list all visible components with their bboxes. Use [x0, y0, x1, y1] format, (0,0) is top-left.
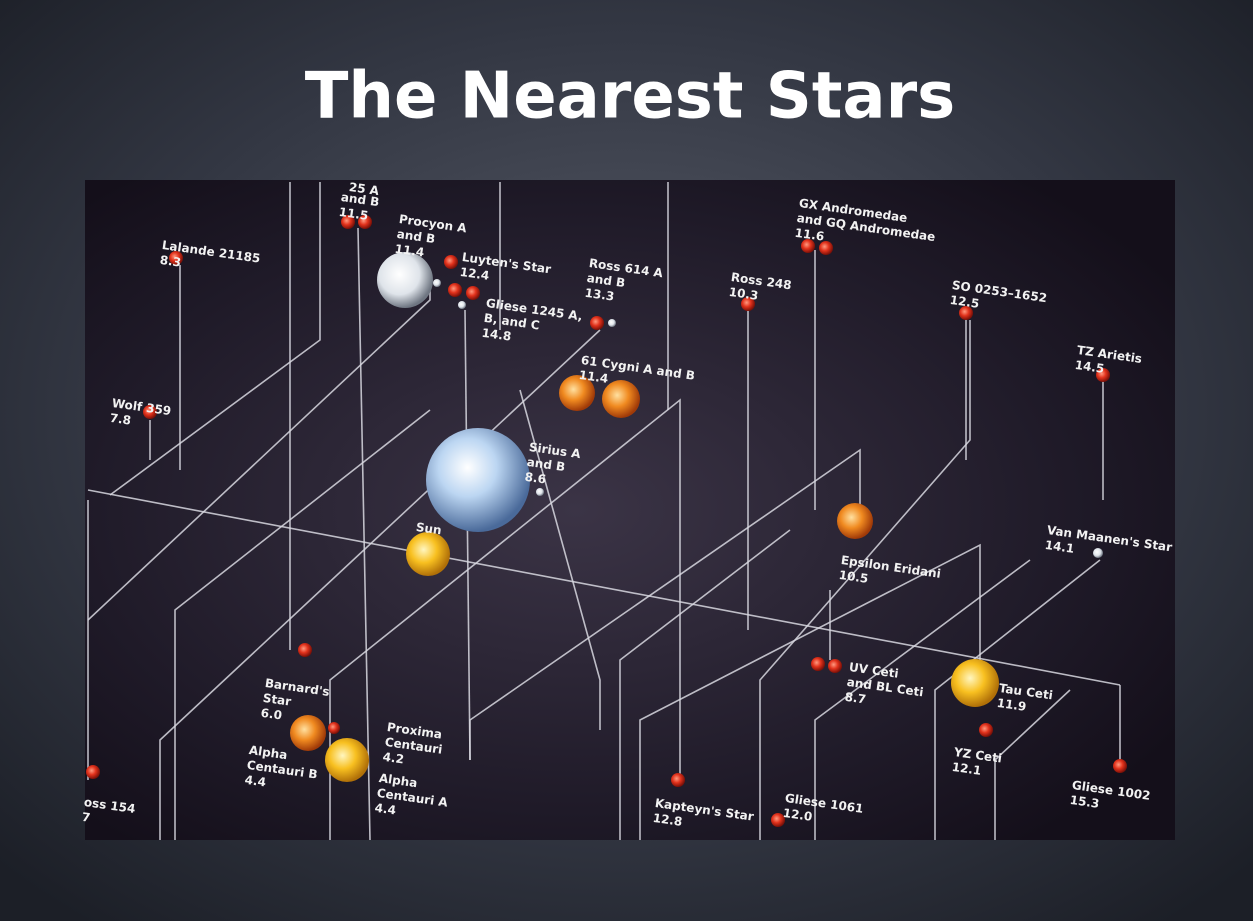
star-dot: [466, 286, 480, 300]
star-dot: [951, 659, 999, 707]
star-dot: [837, 503, 873, 539]
star-distance: 4.4: [244, 773, 267, 790]
star-dot: [536, 488, 544, 496]
star-dot: [828, 659, 842, 673]
star-distance: 6.0: [260, 706, 283, 723]
star-dot: [811, 657, 825, 671]
slide: The Nearest Stars 25 Aand B11.5Lalande 2…: [0, 0, 1253, 921]
star-distance: 8.3: [159, 253, 182, 270]
star-dot: [433, 279, 441, 287]
star-dot: [671, 773, 685, 787]
star-distance: 4.2: [382, 750, 405, 767]
star-distance: 4.4: [374, 801, 397, 818]
star-dot: [590, 316, 604, 330]
star-dot: [979, 723, 993, 737]
star-dot: [448, 283, 462, 297]
star-dot: [602, 380, 640, 418]
star-dot: [406, 532, 450, 576]
star-dot: [1113, 759, 1127, 773]
star-dot: [290, 715, 326, 751]
star-map: [85, 180, 1175, 840]
slide-title: The Nearest Stars: [305, 60, 956, 134]
star-dot: [444, 255, 458, 269]
star-distance: 8.7: [844, 690, 867, 707]
star-dot: [608, 319, 616, 327]
star-dot: [458, 301, 466, 309]
star-dot: [1093, 548, 1103, 558]
star-dot: [298, 643, 312, 657]
star-distance: 8.6: [524, 470, 547, 487]
star-distance: 7.8: [109, 411, 132, 428]
star-dot: [426, 428, 530, 532]
star-dot: [325, 738, 369, 782]
star-dot: [377, 252, 433, 308]
star-dot: [328, 722, 340, 734]
star-dot: [86, 765, 100, 779]
